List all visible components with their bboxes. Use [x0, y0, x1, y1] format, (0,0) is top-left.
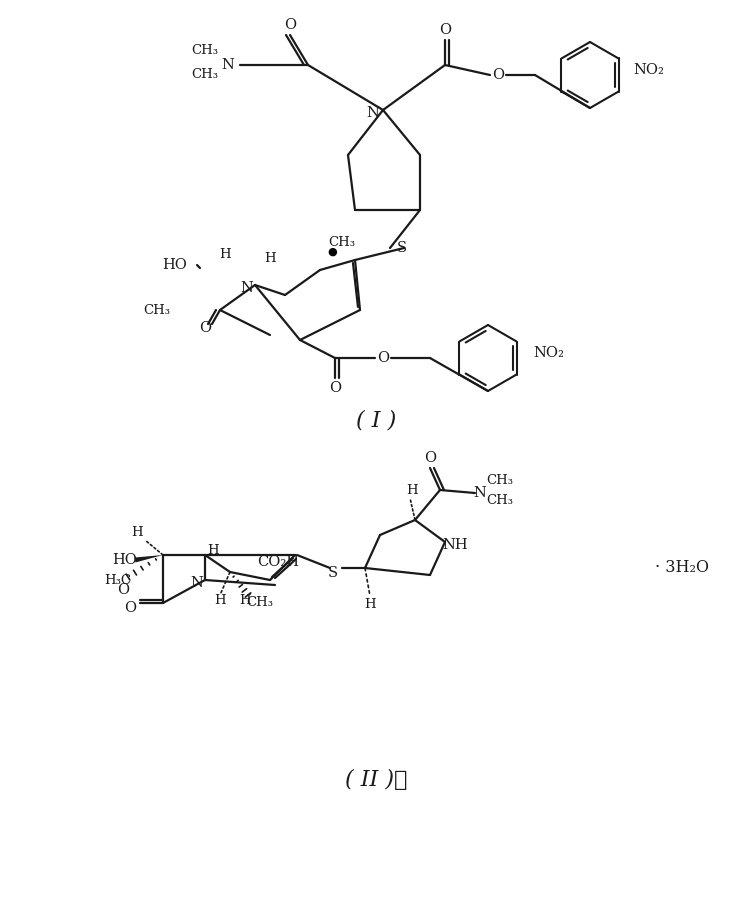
Polygon shape	[135, 555, 163, 562]
Text: NO₂: NO₂	[534, 346, 565, 360]
Text: CH₃: CH₃	[328, 236, 355, 249]
Text: H: H	[219, 249, 231, 261]
Text: CO₂H: CO₂H	[257, 555, 299, 569]
Text: HO: HO	[112, 553, 138, 567]
Text: H: H	[406, 483, 418, 496]
Text: CH₃: CH₃	[486, 474, 514, 487]
Text: S: S	[397, 241, 407, 255]
Text: O: O	[377, 351, 389, 365]
Text: O: O	[117, 583, 129, 597]
Text: N: N	[191, 576, 203, 590]
Text: ( I ): ( I )	[356, 409, 396, 431]
Text: N: N	[221, 58, 234, 72]
Text: CH₃: CH₃	[191, 69, 218, 82]
Text: N: N	[367, 106, 380, 120]
Text: N: N	[474, 486, 486, 500]
Text: O: O	[492, 68, 504, 82]
Text: O: O	[439, 23, 451, 37]
Text: S: S	[328, 566, 338, 580]
Text: H: H	[207, 543, 219, 557]
Text: NH: NH	[442, 538, 468, 552]
Text: NO₂: NO₂	[633, 63, 664, 77]
Text: O: O	[199, 321, 211, 335]
Text: H: H	[264, 251, 276, 265]
Text: H₃C: H₃C	[105, 573, 132, 587]
Text: ( II )。: ( II )。	[345, 769, 407, 791]
Text: O: O	[329, 381, 341, 395]
Text: O: O	[124, 601, 136, 615]
Text: H: H	[239, 593, 251, 607]
Text: H: H	[131, 526, 143, 540]
Text: O: O	[284, 18, 296, 32]
Text: HO: HO	[163, 258, 187, 272]
Text: O: O	[424, 451, 436, 465]
Text: H: H	[214, 593, 226, 607]
Text: CH₃: CH₃	[191, 44, 218, 56]
Text: · 3H₂O: · 3H₂O	[655, 560, 709, 577]
Text: ●: ●	[327, 247, 337, 257]
Text: CH₃: CH₃	[144, 304, 170, 317]
Text: H: H	[364, 599, 376, 611]
Text: CH₃: CH₃	[246, 596, 273, 609]
Text: CH₃: CH₃	[486, 494, 514, 508]
Text: N: N	[240, 281, 254, 295]
